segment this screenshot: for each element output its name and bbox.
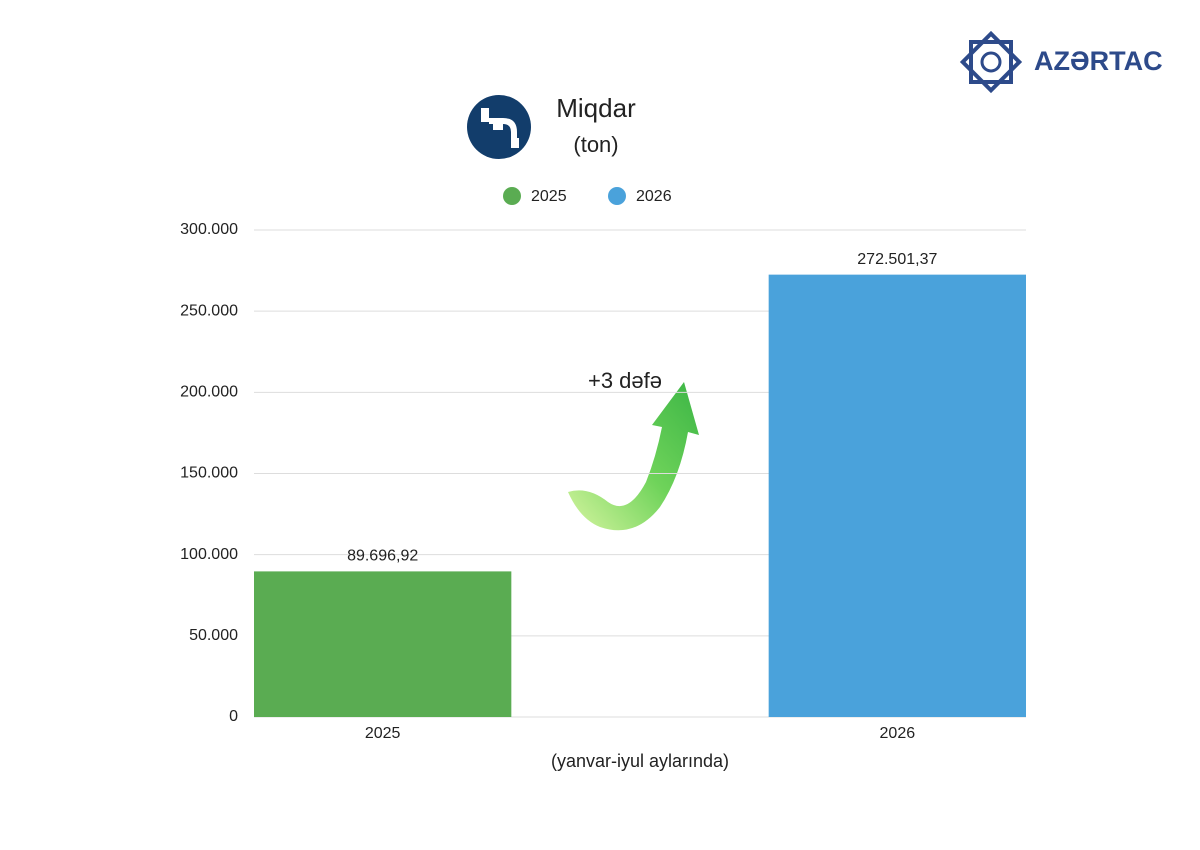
legend-swatch (608, 187, 626, 205)
data-label: 89.696,92 (347, 548, 418, 565)
chart-title: Miqdar (556, 93, 636, 123)
y-tick-label: 0 (229, 708, 238, 725)
legend-swatch (503, 187, 521, 205)
legend-label: 2025 (531, 188, 567, 205)
y-tick-label: 100.000 (180, 546, 238, 563)
icon (467, 95, 531, 159)
y-tick-label: 300.000 (180, 221, 238, 238)
x-tick-label: 2025 (365, 725, 401, 742)
x-tick-label: 2026 (880, 725, 916, 742)
logo: AZƏRTAC (959, 30, 1163, 94)
arrow (568, 382, 699, 531)
annotation: +3 dəfə (588, 368, 662, 393)
chart-subtitle: (ton) (573, 132, 618, 157)
legend-label: 2026 (636, 188, 672, 205)
data-label: 272.501,37 (857, 251, 937, 268)
brand: AZƏRTAC (1034, 46, 1163, 76)
x-axis-label: (yanvar-iyul aylarında) (551, 751, 729, 771)
y-tick-label: 50.000 (189, 627, 238, 644)
y-tick-label: 150.000 (180, 465, 238, 482)
bar (768, 274, 1026, 717)
y-tick-label: 250.000 (180, 302, 238, 319)
y-tick-label: 200.000 (180, 384, 238, 401)
bar (254, 571, 512, 717)
